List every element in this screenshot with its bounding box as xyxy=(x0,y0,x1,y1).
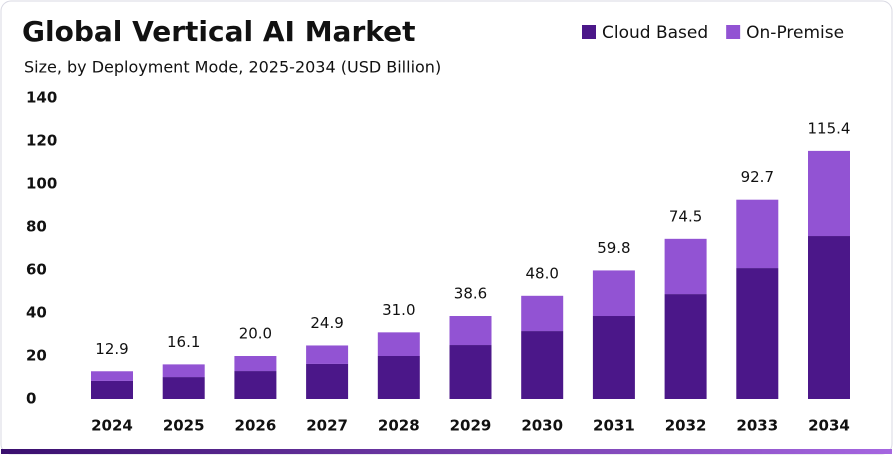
bar-segment xyxy=(91,371,133,381)
bar-segment xyxy=(91,380,133,399)
bar-segment xyxy=(592,316,635,399)
bar-segment xyxy=(664,294,707,399)
bar-segment xyxy=(377,356,420,399)
x-tick-label: 2027 xyxy=(306,417,348,435)
bar-segment xyxy=(306,345,349,364)
total-label: 115.4 xyxy=(808,119,851,137)
total-label: 24.9 xyxy=(310,314,343,332)
x-tick-label: 2024 xyxy=(91,417,133,435)
total-label: 16.1 xyxy=(167,333,200,351)
chart-title: Global Vertical AI Market xyxy=(22,15,416,48)
x-tick-label: 2034 xyxy=(808,417,850,435)
x-tick-label: 2026 xyxy=(235,417,277,435)
bar-segment xyxy=(377,332,420,356)
x-tick-label: 2031 xyxy=(593,417,635,435)
bar-segment xyxy=(306,363,349,399)
y-tick-label: 60 xyxy=(26,261,47,279)
y-tick-label: 0 xyxy=(26,390,36,408)
bar-segment xyxy=(449,316,492,346)
total-label: 48.0 xyxy=(525,264,558,282)
bar-segment xyxy=(592,270,635,317)
bottom-bar xyxy=(1,449,892,454)
bar-segment xyxy=(521,331,564,399)
y-tick-label: 80 xyxy=(26,218,47,236)
bar-segment xyxy=(162,364,205,378)
legend-label: Cloud Based xyxy=(602,23,708,43)
bar-segment xyxy=(664,238,707,295)
total-label: 31.0 xyxy=(382,301,415,319)
total-label: 92.7 xyxy=(741,168,774,186)
y-tick-label: 120 xyxy=(26,132,57,150)
y-tick-label: 100 xyxy=(26,175,57,193)
bar-segment xyxy=(808,236,850,399)
bar-segment xyxy=(736,199,779,269)
y-tick-label: 20 xyxy=(26,347,47,365)
x-tick-label: 2032 xyxy=(665,417,707,435)
bar-segment xyxy=(162,377,205,399)
x-tick-label: 2030 xyxy=(521,417,563,435)
bar-segment xyxy=(234,356,277,372)
bar-segment xyxy=(521,295,564,332)
total-label: 12.9 xyxy=(95,340,128,358)
total-label: 59.8 xyxy=(597,239,630,257)
x-tick-label: 2033 xyxy=(736,417,778,435)
bar-segment xyxy=(449,345,492,399)
total-label: 20.0 xyxy=(239,325,272,343)
legend-label: On-Premise xyxy=(746,23,844,43)
x-tick-label: 2028 xyxy=(378,417,420,435)
bar-segment xyxy=(736,268,779,399)
total-label: 74.5 xyxy=(669,207,702,225)
bar-segment xyxy=(808,150,850,237)
bar-segment xyxy=(234,371,277,399)
chart-subtitle: Size, by Deployment Mode, 2025-2034 (USD… xyxy=(24,58,441,77)
x-tick-label: 2029 xyxy=(450,417,492,435)
x-tick-label: 2025 xyxy=(163,417,205,435)
y-tick-label: 40 xyxy=(26,304,47,322)
y-tick-label: 140 xyxy=(26,89,57,107)
legend-swatch xyxy=(582,25,596,39)
legend-swatch xyxy=(726,25,741,39)
total-label: 38.6 xyxy=(454,285,487,303)
